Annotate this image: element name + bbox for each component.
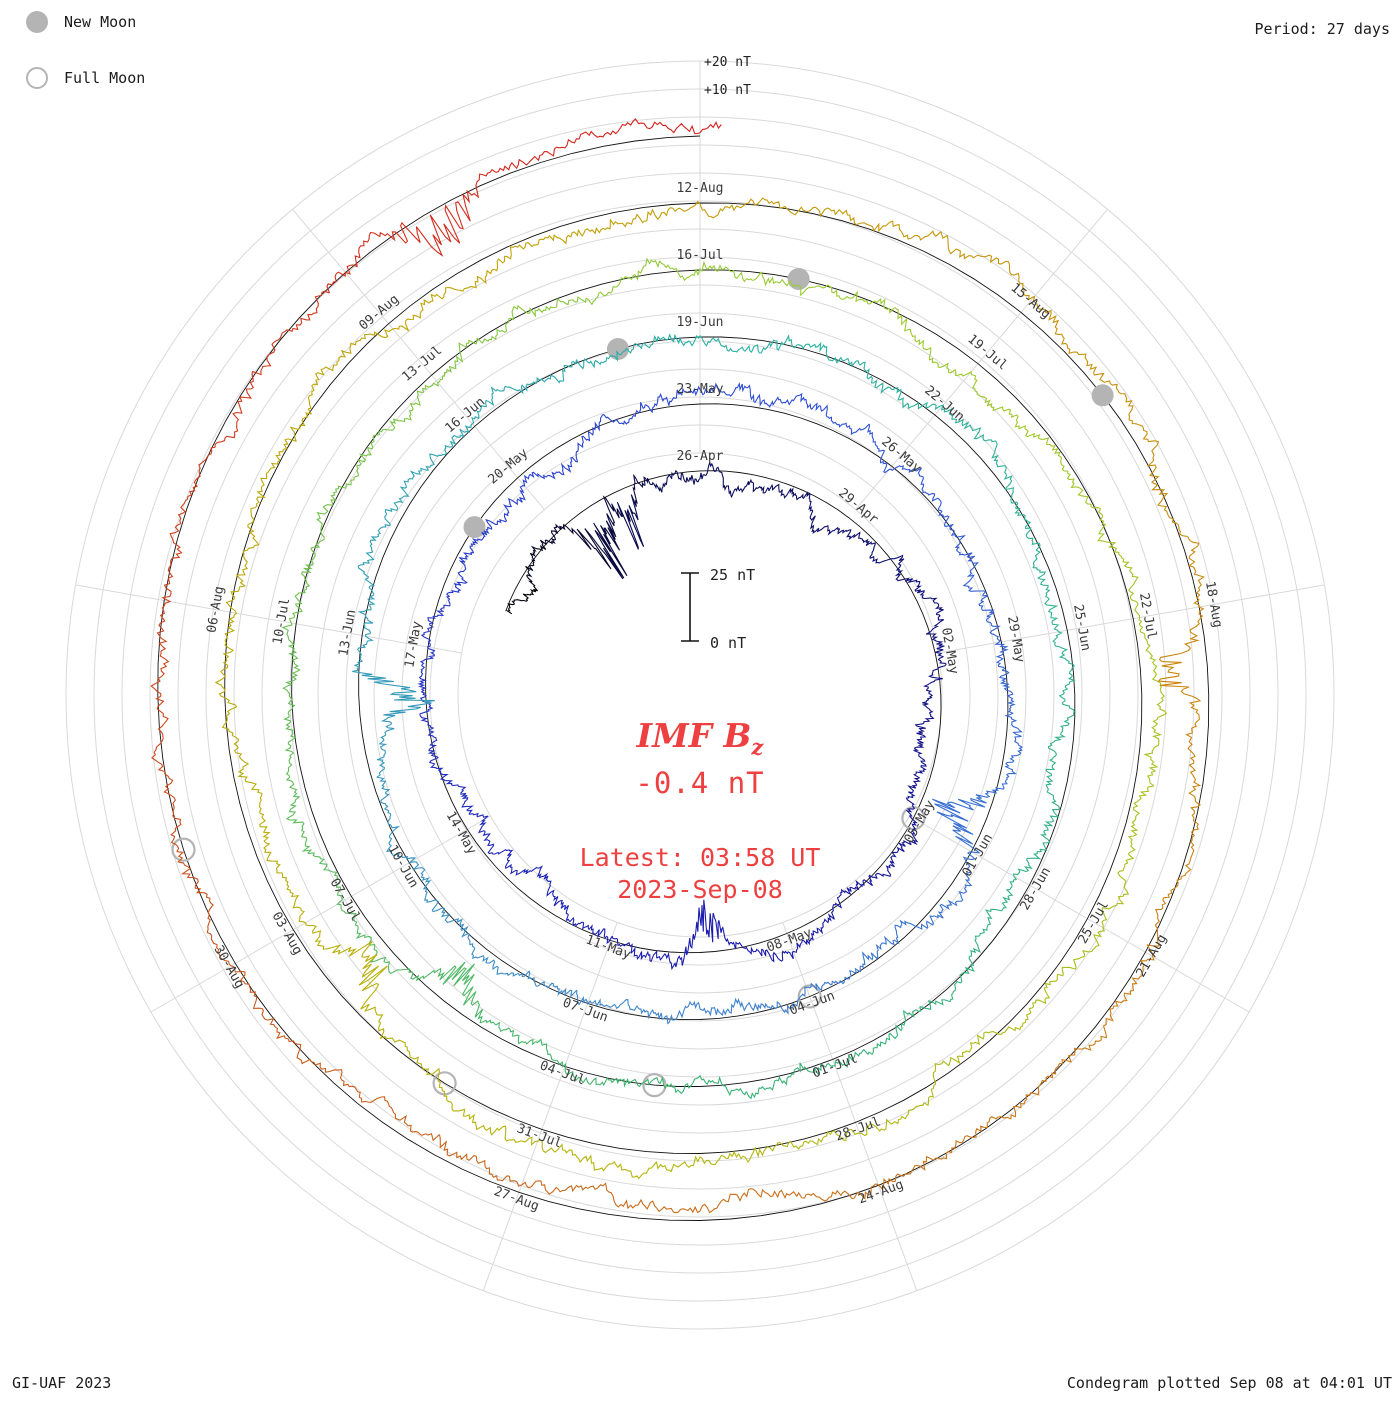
- radial-gridline-label: +20 nT: [704, 55, 751, 70]
- date-label: 13-Jun: [336, 608, 359, 657]
- full-moon-marker: [797, 984, 822, 1009]
- scale-bar-max-label: 25 nT: [710, 566, 755, 584]
- date-label: 05-May: [902, 798, 939, 846]
- date-label: 13-Jul: [399, 343, 445, 385]
- date-label: 27-Aug: [492, 1184, 541, 1214]
- full-moon-icon: [26, 67, 48, 89]
- date-label: 12-Aug: [677, 181, 724, 196]
- date-label: 08-May: [765, 925, 814, 955]
- date-label: 11-May: [583, 932, 632, 962]
- legend-new-moon-row: New Moon: [26, 8, 145, 36]
- date-labels: 26-Apr 29-Apr 02-May 05-May 08-May 11-May 14-M…: [204, 181, 1225, 1214]
- date-label: 16-Jul: [677, 248, 724, 263]
- period-label: Period: 27 days: [1254, 20, 1390, 38]
- date-label: 06-Aug: [204, 585, 227, 634]
- credit-label: GI-UAF 2023: [12, 1374, 112, 1392]
- date-label: 09-Aug: [356, 292, 402, 334]
- date-label: 19-Jul: [964, 332, 1010, 374]
- date-label: 18-Aug: [1202, 580, 1225, 629]
- new-moon-label: New Moon: [64, 13, 137, 31]
- date-label: 21-Aug: [1134, 932, 1170, 980]
- date-label: 23-May: [677, 382, 724, 397]
- date-label: 04-Jun: [788, 988, 837, 1018]
- full-moon-marker: [171, 837, 196, 862]
- moon-legend: New Moon Full Moon: [26, 8, 145, 120]
- new-moon-icon: [26, 11, 48, 33]
- date-label: 25-Jun: [1070, 603, 1093, 652]
- date-label: 31-Jul: [515, 1121, 564, 1151]
- new-moon-marker: [607, 338, 629, 360]
- new-moon-marker: [1091, 384, 1114, 407]
- date-label: 22-Jun: [921, 383, 967, 425]
- date-label: 29-Apr: [835, 486, 881, 528]
- new-moon-marker: [787, 268, 810, 290]
- full-moon-marker: [642, 1072, 667, 1098]
- polar-grid: [65, 60, 1335, 1330]
- date-label: 02-May: [938, 627, 961, 676]
- date-label: 29-May: [1004, 615, 1027, 664]
- date-label: 28-Jun: [1018, 865, 1054, 913]
- date-label: 26-Apr: [677, 449, 724, 464]
- date-label: 24-Aug: [856, 1177, 905, 1207]
- spiral-baseline: [157, 135, 1210, 1221]
- scale-bar: 25 nT 0 nT: [681, 566, 755, 652]
- legend-full-moon-row: Full Moon: [26, 64, 145, 92]
- date-label: 19-Jun: [677, 315, 724, 330]
- bz-data-curve: [150, 118, 1205, 1214]
- scale-bar-zero-label: 0 nT: [710, 634, 746, 652]
- full-moon-label: Full Moon: [64, 69, 146, 87]
- date-label: 07-Jul: [326, 876, 362, 924]
- moon-markers: [171, 268, 1114, 1098]
- radial-gridline-label: +10 nT: [704, 83, 751, 98]
- date-label: 28-Jul: [833, 1114, 882, 1144]
- plot-timestamp-label: Condegram plotted Sep 08 at 04:01 UT: [1066, 1374, 1392, 1392]
- date-label: 15-Aug: [1008, 280, 1054, 322]
- date-label: 14-May: [443, 809, 480, 857]
- new-moon-marker: [463, 516, 486, 539]
- date-label: 30-Aug: [210, 943, 246, 991]
- date-label: 01-Jul: [811, 1051, 860, 1081]
- date-label: 10-Jul: [270, 597, 293, 646]
